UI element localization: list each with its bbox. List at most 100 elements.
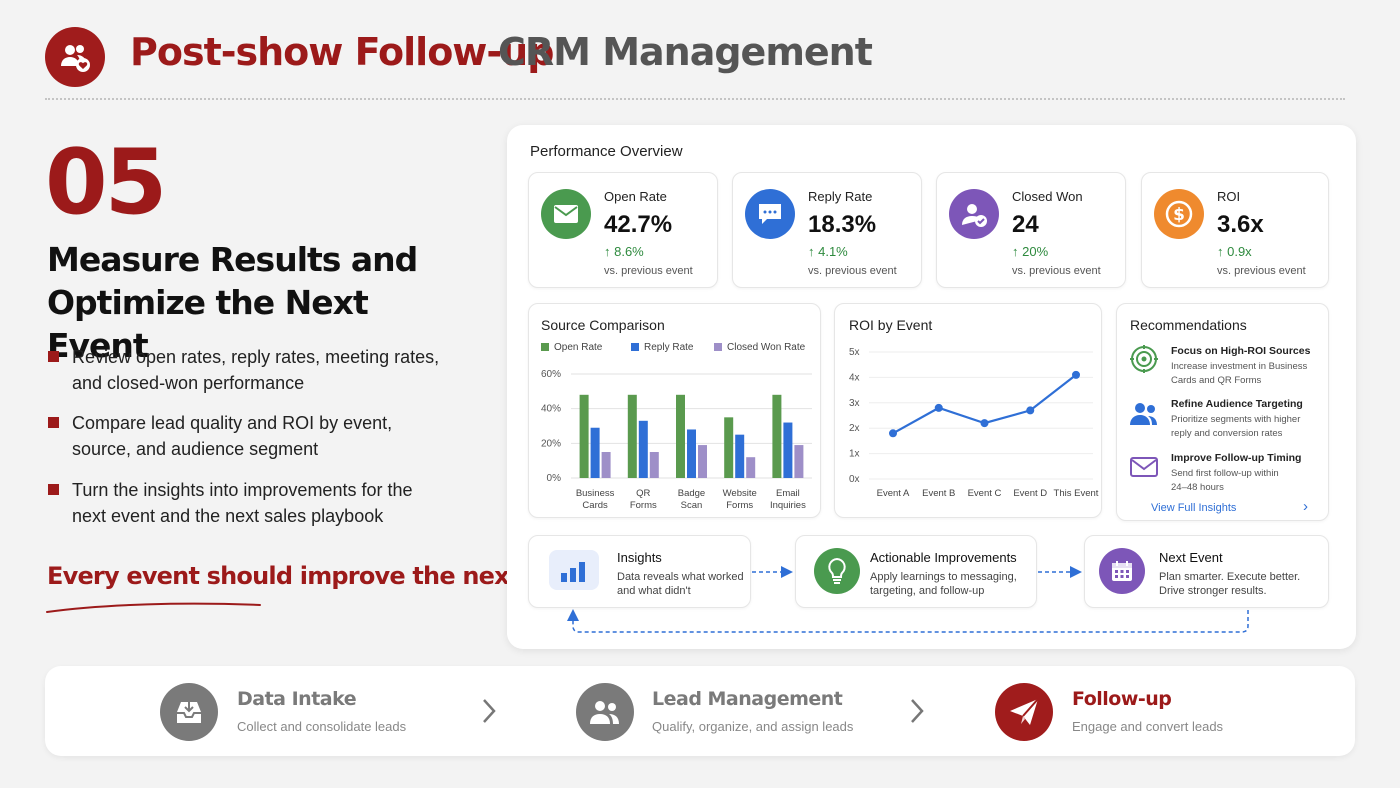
legend-item: Open Rate [541, 342, 602, 353]
bullet-text: Turn the insights into improvements for … [72, 480, 413, 500]
lightbulb-icon [814, 548, 860, 594]
x-tick-label: Scan [681, 500, 703, 511]
kpi-card-open-rate[interactable]: Open Rate 42.7% ↑ 8.6% vs. previous even… [528, 172, 718, 288]
stage-desc: Qualify, organize, and assign leads [652, 719, 854, 734]
bullet-item: Turn the insights into improvements for … [48, 477, 448, 529]
kpi-note: vs. previous event [1012, 265, 1101, 277]
kpi-value: 18.3% [808, 211, 877, 238]
flow-loop-arrow [567, 609, 1249, 633]
flow-card-improvements: Actionable Improvements Apply learnings … [795, 535, 1037, 608]
bullet-text: source, and audience segment [72, 439, 319, 459]
legend-item: Reply Rate [631, 342, 693, 353]
legend-item: Closed Won Rate [714, 342, 805, 353]
bar [579, 394, 589, 478]
bar [601, 452, 611, 478]
bullet-text: next event and the next sales playbook [72, 506, 384, 526]
stage-title: Lead Management [652, 688, 843, 710]
y-tick-label: 1x [849, 449, 860, 460]
bar [724, 417, 734, 478]
bullet-text: Compare lead quality and ROI by event, [72, 413, 393, 433]
y-tick-label: 20% [541, 438, 561, 449]
legend-swatch [631, 343, 639, 351]
chevron-right-icon [911, 699, 924, 723]
y-tick-label: 2x [849, 423, 860, 434]
bullet-marker [48, 484, 59, 495]
users-icon [1130, 403, 1157, 425]
user-check-icon [949, 189, 999, 239]
stage-title: Data Intake [237, 688, 357, 710]
flow-desc-line: targeting, and follow-up [870, 585, 985, 597]
data-point [1072, 370, 1080, 379]
x-tick-label: Inquiries [770, 500, 806, 511]
y-tick-label: 0% [547, 473, 562, 484]
kpi-value: 42.7% [604, 211, 673, 238]
data-point [980, 419, 989, 428]
flow-desc-line: Data reveals what worked [617, 571, 744, 583]
process-bar: Data Intake Collect and consolidate lead… [45, 666, 1355, 756]
x-tick-label: Forms [726, 500, 753, 511]
chevron-right-icon[interactable]: › [1303, 498, 1308, 515]
bar [746, 457, 756, 478]
tagline: Every event should improve the next one [47, 562, 575, 590]
step-title-line: Optimize the Next Event [47, 283, 369, 365]
bar [698, 445, 707, 478]
data-point [889, 429, 897, 438]
kpi-note: vs. previous event [1217, 265, 1306, 277]
kpi-card-roi[interactable]: $ ROI 3.6x ↑ 0.9x vs. previous event [1141, 172, 1329, 288]
step-number: 05 [45, 130, 167, 235]
send-icon [995, 683, 1053, 741]
recommendation-desc-line: Prioritize segments with higher [1171, 414, 1301, 425]
x-tick-label: Event B [922, 488, 955, 499]
x-tick-label: Forms [630, 500, 657, 511]
header-users-heart-icon [45, 27, 105, 87]
roi-line-chart: 0x 1x 2x 3x 4x 5x Event A Event B Event C Event D… [849, 347, 1099, 499]
header-divider [45, 98, 1345, 100]
legend-swatch [541, 343, 549, 351]
y-tick-label: 4x [849, 372, 860, 383]
chevron-right-icon [483, 699, 496, 723]
flow-desc: Data reveals what worked and what didn't [617, 570, 744, 598]
chat-icon [745, 189, 795, 239]
flow-desc: Apply learnings to messaging, targeting,… [870, 570, 1017, 598]
kpi-value: 24 [1012, 211, 1039, 238]
x-tick-label: Badge [678, 488, 705, 499]
x-tick-label: Business [576, 488, 615, 499]
y-tick-label: 3x [849, 398, 860, 409]
mail-outline-icon [1130, 457, 1158, 477]
svg-text:$: $ [1173, 205, 1185, 225]
view-full-insights-link[interactable]: View Full Insights [1151, 502, 1237, 514]
bar-chart-icon [549, 550, 599, 590]
recommendation-desc-line: Increase investment in Business [1171, 361, 1308, 372]
kpi-card-closed-won[interactable]: Closed Won 24 ↑ 20% vs. previous event [936, 172, 1126, 288]
x-tick-label: Cards [582, 500, 608, 511]
recommendation-title: Improve Follow-up Timing [1171, 452, 1302, 464]
y-tick-label: 40% [541, 404, 561, 415]
panel-title: Performance Overview [530, 143, 683, 160]
inbox-icon [160, 683, 218, 741]
chart-title: ROI by Event [849, 317, 933, 333]
recommendation-desc-line: Send first follow-up within [1171, 468, 1279, 479]
kpi-note: vs. previous event [604, 265, 693, 277]
kpi-delta: ↑ 4.1% [808, 244, 848, 259]
bullet-text: Review open rates, reply rates, meeting … [72, 347, 440, 367]
recommendation-desc: Prioritize segments with higher reply an… [1171, 413, 1321, 441]
legend-label: Reply Rate [644, 342, 694, 353]
kpi-label: Open Rate [604, 189, 667, 204]
recommendation-desc-line: 24–48 hours [1171, 482, 1224, 493]
x-tick-label: This Event [1054, 488, 1099, 499]
legend-label: Open Rate [554, 342, 603, 353]
bullet-item: Compare lead quality and ROI by event, s… [48, 410, 448, 462]
chart-title: Source Comparison [541, 317, 665, 333]
users-icon [576, 683, 634, 741]
kpi-label: Closed Won [1012, 189, 1083, 204]
kpi-label: Reply Rate [808, 189, 873, 204]
calendar-icon [1099, 548, 1145, 594]
y-tick-label: 0x [849, 474, 860, 485]
recommendation-desc: Send first follow-up within 24–48 hours [1171, 467, 1321, 495]
stage-title: Follow-up [1072, 688, 1172, 710]
kpi-card-reply-rate[interactable]: Reply Rate 18.3% ↑ 4.1% vs. previous eve… [732, 172, 922, 288]
kpi-label: ROI [1217, 189, 1241, 204]
bullet-marker [48, 351, 59, 362]
bullet-text: and closed-won performance [72, 373, 305, 393]
bullet-marker [48, 417, 59, 428]
